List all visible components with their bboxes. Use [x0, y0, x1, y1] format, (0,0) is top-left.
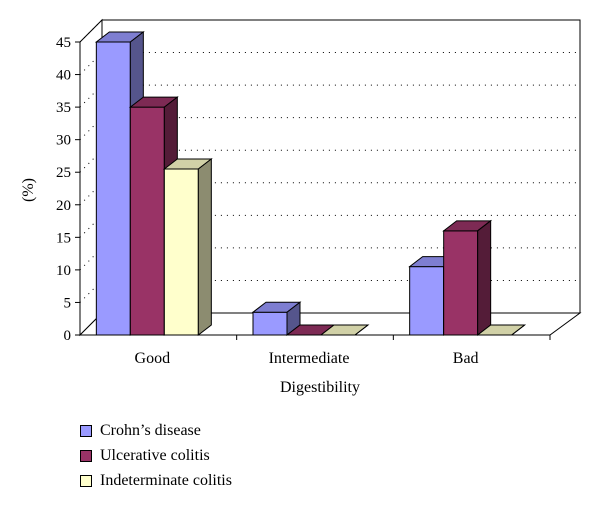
y-tick-label: 0	[64, 328, 72, 344]
x-tick-label: Intermediate	[269, 350, 350, 367]
bar-front	[252, 311, 288, 336]
y-axis-label: (%)	[20, 178, 37, 202]
bar	[251, 301, 302, 337]
legend-item: Crohn’s disease	[80, 418, 232, 443]
y-tick-label: 5	[64, 295, 72, 311]
legend-label: Crohn’s disease	[100, 421, 201, 439]
legend-label: Indeterminate colitis	[100, 471, 232, 489]
y-tick-label: 20	[56, 198, 71, 214]
bar	[162, 157, 213, 337]
bar-front	[95, 41, 131, 336]
legend-item: Indeterminate colitis	[80, 468, 232, 493]
x-tick-label: Bad	[453, 350, 479, 367]
bar-front	[129, 106, 165, 336]
legend-swatch-crohns	[80, 424, 92, 437]
x-tick-labels: Good Intermediate Bad	[135, 350, 479, 367]
y-tick-label: 45	[56, 35, 71, 51]
bar	[319, 324, 370, 336]
bar-front	[163, 168, 199, 336]
legend-swatch-indeterminate	[80, 474, 92, 487]
legend: Crohn’s disease Ulcerative colitis Indet…	[80, 418, 232, 493]
y-tick-label: 30	[56, 133, 71, 149]
bar-side	[477, 219, 492, 337]
x-axis-label: Digestibility	[280, 379, 360, 396]
bars	[94, 30, 527, 337]
bar	[442, 219, 493, 337]
bar-side	[511, 324, 525, 336]
legend-label: Ulcerative colitis	[100, 446, 210, 464]
legend-swatch-ulcerative	[80, 449, 92, 462]
legend-item: Ulcerative colitis	[80, 443, 232, 468]
y-tick-label: 15	[56, 230, 71, 246]
y-tick-label: 35	[56, 100, 71, 116]
bar-front	[443, 230, 479, 336]
y-tick-label: 25	[56, 165, 71, 181]
bar	[476, 324, 527, 336]
y-tick-labels: 0 5 10 15 20 25 30 35 40 45	[56, 35, 71, 344]
y-tick-label: 40	[56, 68, 71, 84]
bar-front	[409, 266, 445, 336]
bar-side	[354, 324, 369, 336]
x-tick-label: Good	[135, 350, 171, 367]
bar-side	[197, 157, 212, 337]
y-tick-label: 10	[56, 263, 71, 279]
